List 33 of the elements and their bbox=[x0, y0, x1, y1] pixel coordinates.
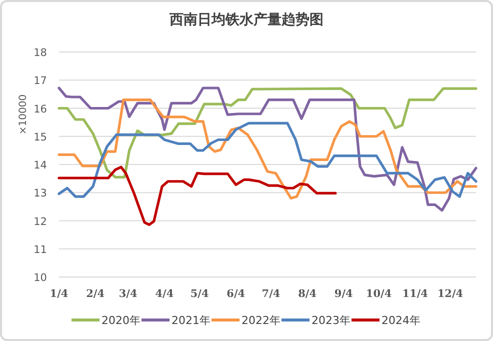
chart-title: 西南日均铁水产量趋势图 bbox=[168, 11, 324, 28]
x-tick-label: 4/4 bbox=[155, 288, 174, 300]
line-series bbox=[58, 98, 478, 200]
y-tick-label: 14 bbox=[34, 160, 48, 172]
x-tick-label: 12/4 bbox=[437, 288, 464, 300]
y-tick-label: 11 bbox=[34, 244, 47, 256]
x-tick-label: 11/4 bbox=[402, 288, 428, 300]
legend-label: 2020年 bbox=[102, 314, 140, 327]
x-tick-label: 5/4 bbox=[190, 288, 209, 300]
legend-label: 2022年 bbox=[242, 314, 280, 327]
y-tick-label: 10 bbox=[34, 272, 47, 284]
y-tick-label: 12 bbox=[34, 216, 47, 228]
legend-label: 2021年 bbox=[172, 314, 210, 327]
y-tick-label: 16 bbox=[34, 103, 48, 116]
y-tick-label: 18 bbox=[34, 47, 47, 59]
line-series bbox=[58, 166, 337, 226]
x-tick-label: 2/4 bbox=[86, 288, 105, 300]
x-tick-label: 10/4 bbox=[366, 288, 392, 300]
legend-label: 2024年 bbox=[382, 314, 420, 327]
y-axis-title: ×10000 bbox=[18, 94, 29, 135]
x-tick-label: 7/4 bbox=[262, 288, 280, 300]
legend-label: 2023年 bbox=[312, 314, 350, 327]
x-tick-label: 3/4 bbox=[118, 288, 138, 300]
y-tick-label: 17 bbox=[34, 75, 47, 88]
x-tick-label: 1/4 bbox=[50, 288, 68, 300]
x-tick-label: 6/4 bbox=[226, 288, 246, 300]
y-tick-label: 15 bbox=[34, 131, 47, 144]
x-tick-label: 9/4 bbox=[334, 288, 353, 300]
line-series bbox=[58, 122, 478, 198]
y-tick-label: 13 bbox=[34, 188, 47, 200]
x-tick-label: 8/4 bbox=[298, 288, 317, 300]
line-series bbox=[58, 87, 478, 178]
line-series bbox=[58, 86, 478, 212]
